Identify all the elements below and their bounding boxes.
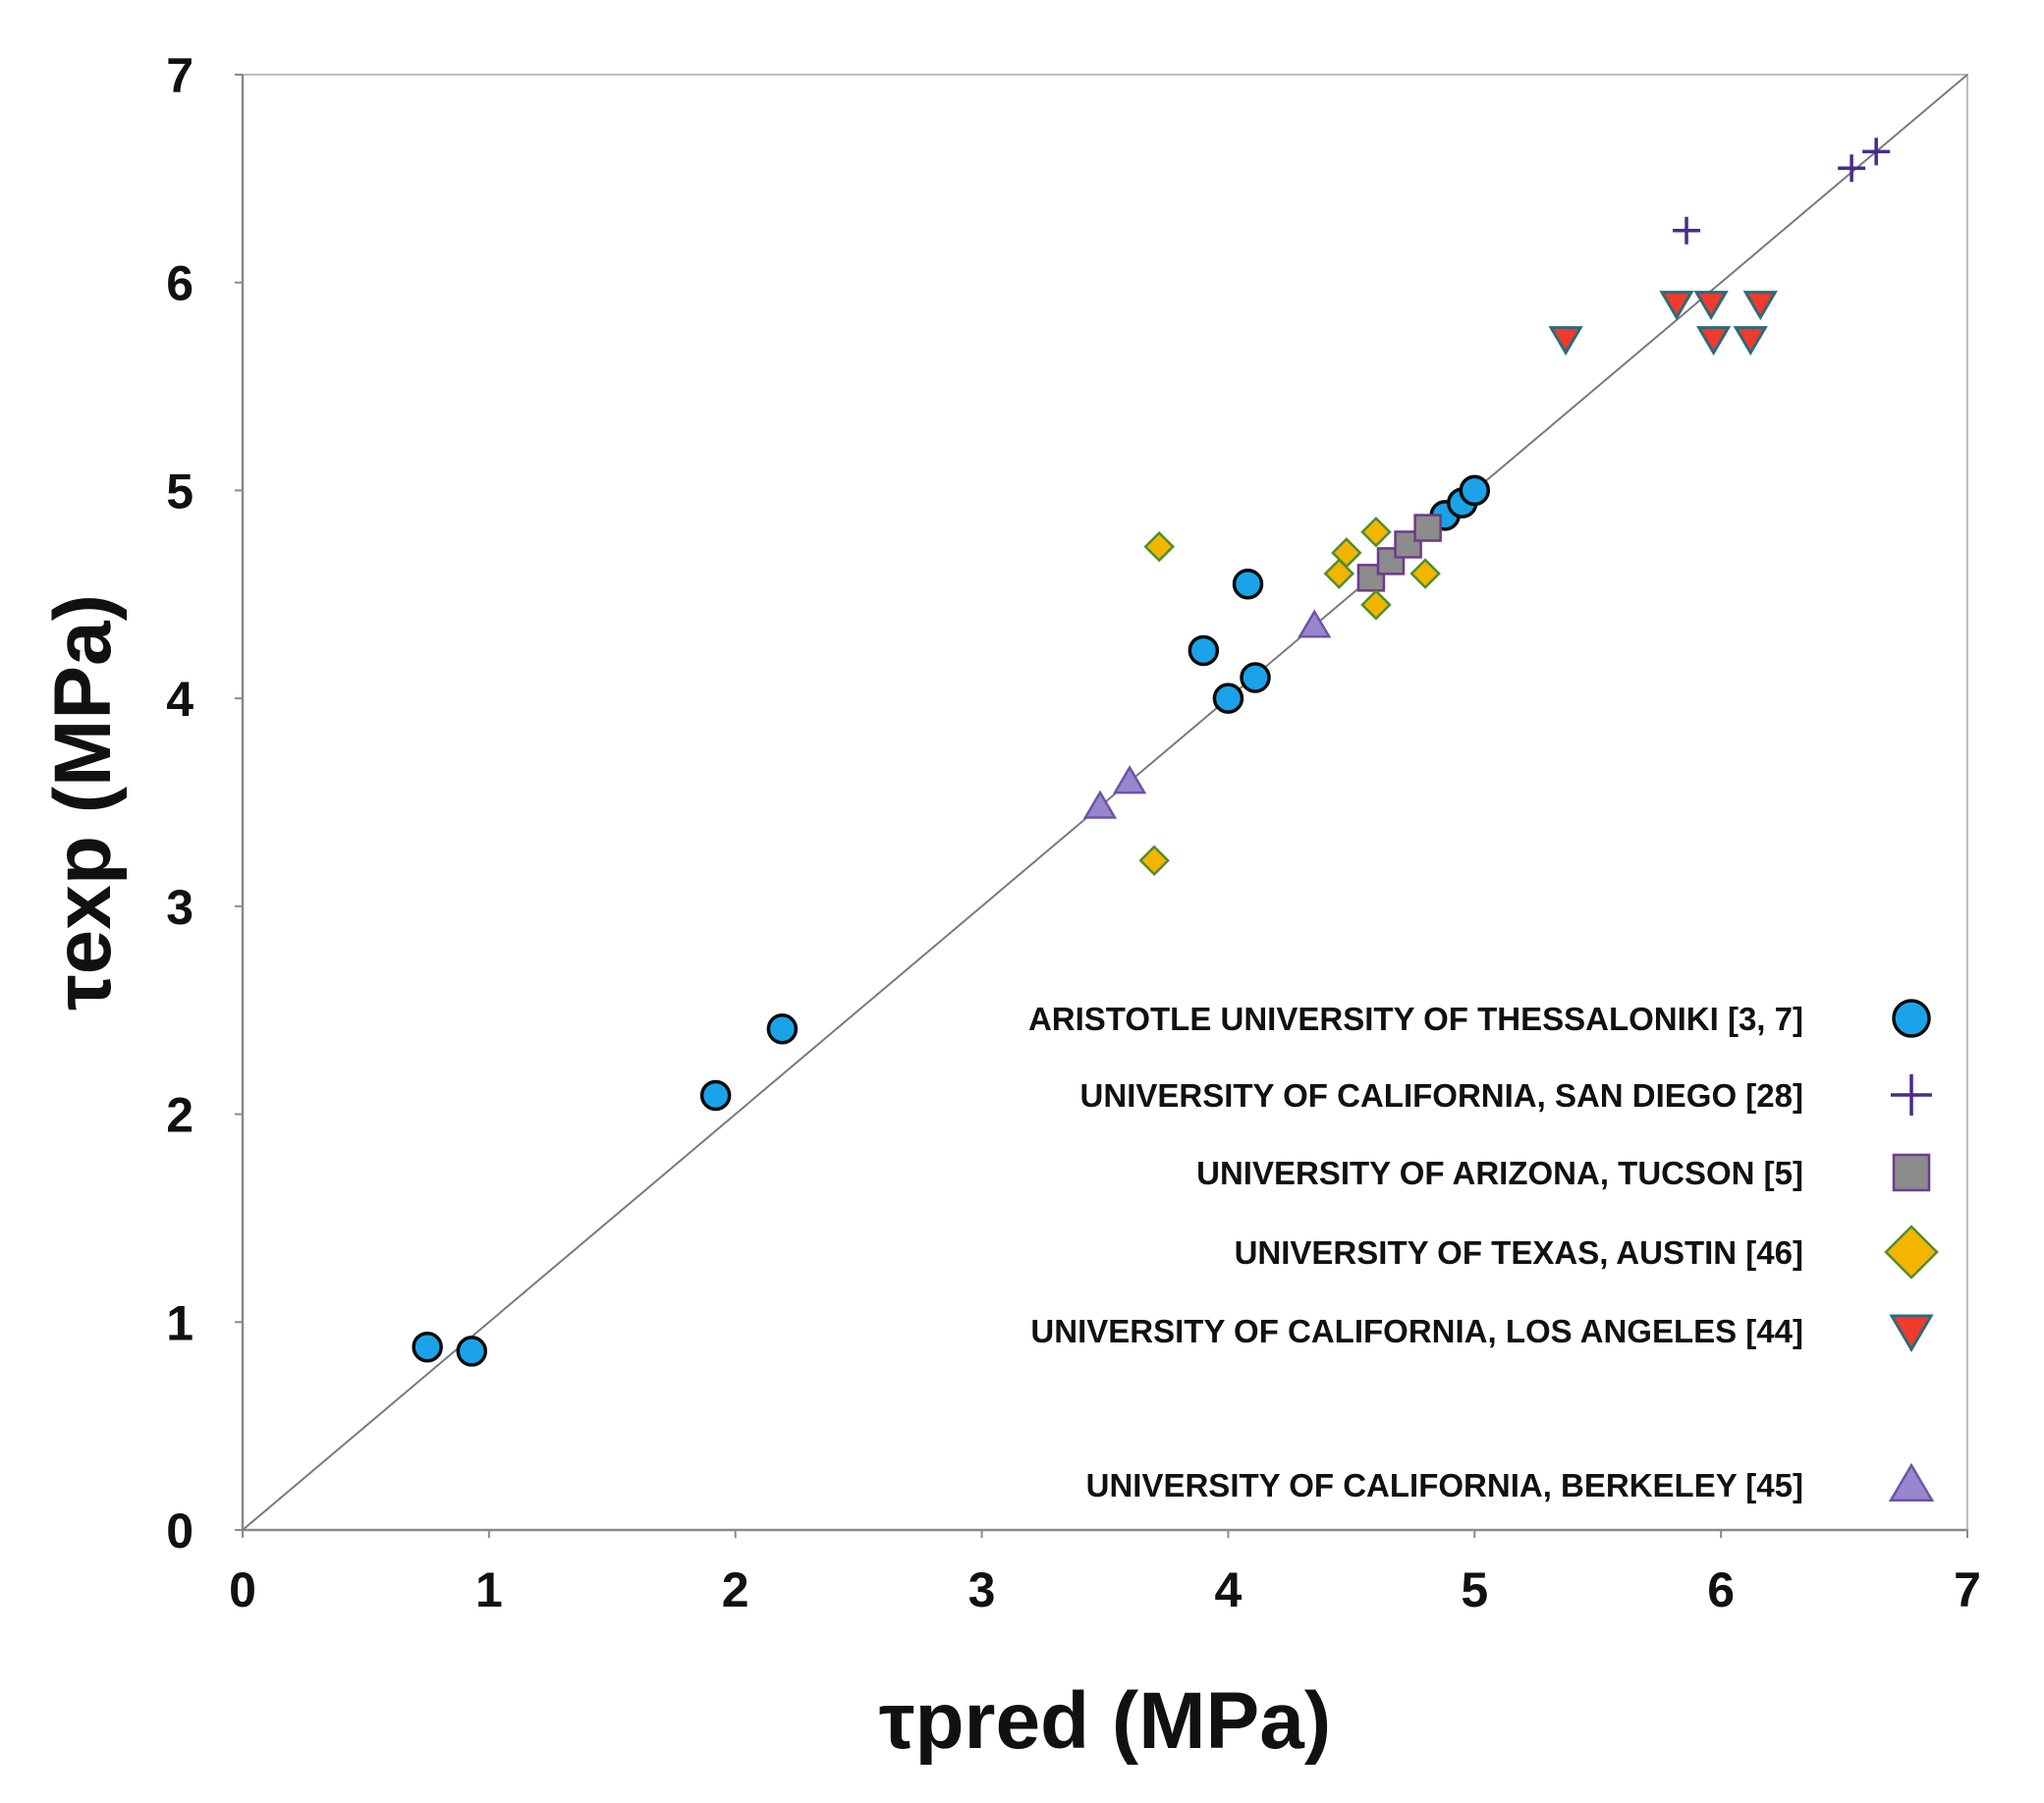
legend-marker-diamond <box>1884 1225 1939 1280</box>
legend-item: UNIVERSITY OF TEXAS, AUSTIN [46] <box>1235 1225 1939 1280</box>
legend-label: UNIVERSITY OF CALIFORNIA, BERKELEY [45] <box>1086 1467 1803 1503</box>
data-points <box>412 137 1891 1367</box>
x-axis-title: τpred (MPa) <box>879 1676 1331 1766</box>
data-point-circle <box>766 1013 799 1045</box>
legend-label: UNIVERSITY OF ARIZONA, TUCSON [5] <box>1196 1155 1803 1191</box>
data-point-triangle-down <box>1742 291 1778 321</box>
legend-label: UNIVERSITY OF CALIFORNIA, LOS ANGELES [4… <box>1030 1313 1803 1349</box>
x-tick-label: 6 <box>1707 1562 1735 1617</box>
data-point-circle <box>1188 634 1220 667</box>
data-point-circle <box>1232 568 1264 600</box>
data-point-plus <box>1862 137 1891 166</box>
legend-item: UNIVERSITY OF CALIFORNIA, BERKELEY [45] <box>1086 1462 1935 1503</box>
data-point-square <box>1413 514 1442 542</box>
legend-label: ARISTOTLE UNIVERSITY OF THESSALONIKI [3,… <box>1028 1001 1803 1037</box>
legend-marker-square <box>1892 1153 1931 1192</box>
x-tick-label: 4 <box>1215 1562 1243 1617</box>
y-tick-label: 0 <box>166 1503 193 1558</box>
data-point-triangle-down <box>1548 326 1583 356</box>
y-axis-ticks: 0 1 2 3 4 5 6 7 <box>166 48 243 1558</box>
data-point-circle <box>1212 683 1244 714</box>
data-point-circle <box>699 1079 732 1112</box>
y-tick-label: 2 <box>166 1088 193 1143</box>
y-tick-label: 1 <box>166 1295 193 1350</box>
data-point-triangle-down <box>1659 291 1694 321</box>
y-tick-label: 5 <box>166 464 193 519</box>
data-point-square <box>1376 547 1406 575</box>
series-4 <box>1548 291 1778 356</box>
series-1 <box>1673 137 1891 245</box>
data-point-triangle-down <box>1733 326 1768 356</box>
data-point-triangle-down <box>1693 291 1729 321</box>
x-tick-label: 1 <box>475 1562 503 1617</box>
series-3 <box>1138 517 1441 877</box>
legend-item: UNIVERSITY OF ARIZONA, TUCSON [5] <box>1196 1153 1931 1192</box>
legend-item: ARISTOTLE UNIVERSITY OF THESSALONIKI [3,… <box>1028 999 1931 1038</box>
y-tick-label: 3 <box>166 880 193 935</box>
data-point-diamond <box>1143 530 1175 563</box>
x-tick-label: 3 <box>968 1562 996 1617</box>
y-tick-label: 6 <box>166 256 193 311</box>
data-point-circle <box>1459 474 1491 507</box>
data-point-diamond <box>1409 558 1441 589</box>
legend-marker-triangle-down <box>1889 1314 1934 1352</box>
data-point-diamond <box>1138 845 1170 877</box>
x-tick-label: 0 <box>229 1562 256 1617</box>
x-tick-label: 7 <box>1954 1562 1981 1617</box>
data-point-diamond <box>1360 517 1392 548</box>
legend-marker-circle <box>1892 999 1931 1038</box>
data-point-circle <box>412 1331 443 1363</box>
legend-marker-triangle-up <box>1888 1462 1935 1502</box>
series-5 <box>1082 609 1332 819</box>
data-point-triangle-up <box>1112 765 1147 794</box>
legend-item: UNIVERSITY OF CALIFORNIA, SAN DIEGO [28] <box>1080 1074 1932 1116</box>
data-point-plus <box>1673 216 1701 245</box>
legend-marker-plus <box>1891 1074 1932 1116</box>
data-point-circle <box>1240 662 1271 693</box>
series-0 <box>412 474 1491 1367</box>
legend-item: UNIVERSITY OF CALIFORNIA, LOS ANGELES [4… <box>1030 1313 1934 1352</box>
data-point-diamond <box>1360 589 1392 621</box>
series-2 <box>1356 514 1442 592</box>
x-tick-label: 2 <box>722 1562 749 1617</box>
legend-label: UNIVERSITY OF TEXAS, AUSTIN [46] <box>1235 1234 1803 1271</box>
y-tick-label: 7 <box>166 48 193 103</box>
data-point-plus <box>1838 154 1866 183</box>
y-tick-label: 4 <box>166 672 193 727</box>
data-point-circle <box>456 1336 488 1367</box>
legend: ARISTOTLE UNIVERSITY OF THESSALONIKI [3,… <box>1028 999 1939 1503</box>
data-point-triangle-down <box>1695 326 1732 356</box>
y-axis-title: τexp (MPa) <box>38 594 128 1011</box>
x-axis-ticks: 0 1 2 3 4 5 6 7 <box>229 1530 1981 1617</box>
data-point-triangle-up <box>1082 790 1118 819</box>
legend-label: UNIVERSITY OF CALIFORNIA, SAN DIEGO [28] <box>1080 1077 1803 1114</box>
data-point-triangle-up <box>1298 609 1332 638</box>
x-tick-label: 5 <box>1461 1562 1488 1617</box>
data-point-diamond <box>1331 537 1362 569</box>
